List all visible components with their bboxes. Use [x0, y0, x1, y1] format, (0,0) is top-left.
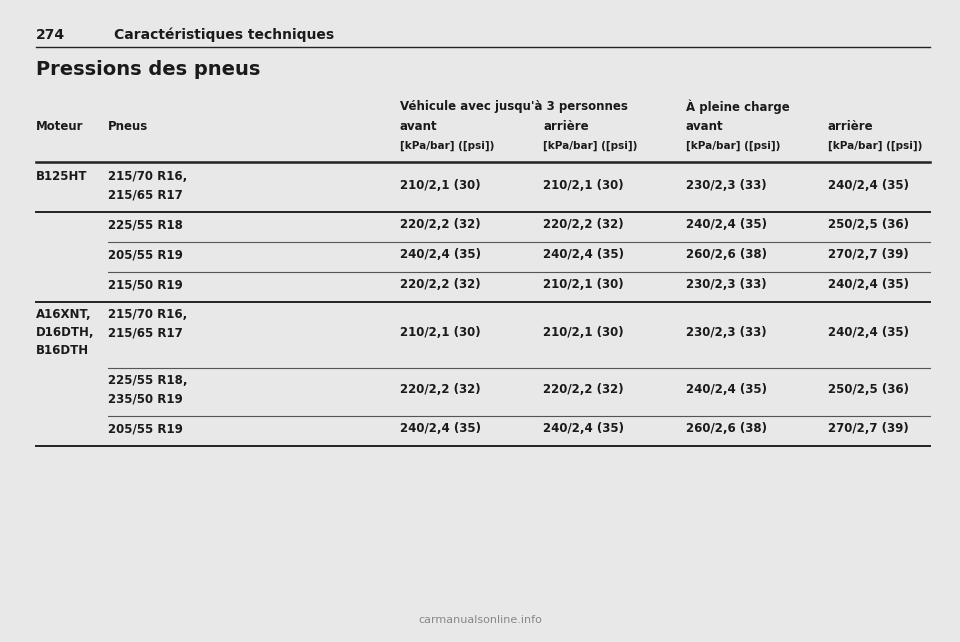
Text: 215/65 R17: 215/65 R17 — [108, 326, 182, 339]
Text: 235/50 R19: 235/50 R19 — [108, 392, 182, 405]
Text: 210/2,1 (30): 210/2,1 (30) — [543, 278, 624, 291]
Text: 205/55 R19: 205/55 R19 — [108, 248, 182, 261]
Text: 250/2,5 (36): 250/2,5 (36) — [828, 383, 909, 396]
Text: Moteur: Moteur — [36, 120, 84, 133]
Text: D16DTH,: D16DTH, — [36, 326, 94, 339]
Text: 240/2,4 (35): 240/2,4 (35) — [686, 218, 767, 231]
Text: Pressions des pneus: Pressions des pneus — [36, 60, 260, 79]
Text: 225/55 R18: 225/55 R18 — [108, 218, 182, 231]
Text: 240/2,4 (35): 240/2,4 (35) — [828, 326, 909, 339]
Text: avant: avant — [686, 120, 724, 133]
Text: 225/55 R18,: 225/55 R18, — [108, 374, 187, 387]
Text: 220/2,2 (32): 220/2,2 (32) — [543, 383, 624, 396]
Text: 240/2,4 (35): 240/2,4 (35) — [400, 248, 481, 261]
Text: 260/2,6 (38): 260/2,6 (38) — [686, 422, 767, 435]
Text: 215/65 R17: 215/65 R17 — [108, 188, 182, 201]
Text: 210/2,1 (30): 210/2,1 (30) — [400, 326, 481, 339]
Text: 270/2,7 (39): 270/2,7 (39) — [828, 422, 909, 435]
Text: arrière: arrière — [828, 120, 874, 133]
Text: avant: avant — [400, 120, 438, 133]
Text: 230/2,3 (33): 230/2,3 (33) — [686, 326, 767, 339]
Text: Véhicule avec jusqu'à 3 personnes: Véhicule avec jusqu'à 3 personnes — [400, 100, 628, 113]
Text: 240/2,4 (35): 240/2,4 (35) — [828, 179, 909, 192]
Text: 230/2,3 (33): 230/2,3 (33) — [686, 179, 767, 192]
Text: 230/2,3 (33): 230/2,3 (33) — [686, 278, 767, 291]
Text: 240/2,4 (35): 240/2,4 (35) — [543, 422, 624, 435]
Text: A16XNT,: A16XNT, — [36, 308, 91, 321]
Text: 270/2,7 (39): 270/2,7 (39) — [828, 248, 909, 261]
Text: arrière: arrière — [543, 120, 588, 133]
Text: 240/2,4 (35): 240/2,4 (35) — [828, 278, 909, 291]
Text: 274: 274 — [36, 28, 65, 42]
Text: À pleine charge: À pleine charge — [686, 100, 790, 114]
Text: Pneus: Pneus — [108, 120, 148, 133]
Text: [kPa/bar] ([psi]): [kPa/bar] ([psi]) — [686, 141, 780, 152]
Text: [kPa/bar] ([psi]): [kPa/bar] ([psi]) — [543, 141, 637, 152]
Text: 220/2,2 (32): 220/2,2 (32) — [400, 383, 481, 396]
Text: [kPa/bar] ([psi]): [kPa/bar] ([psi]) — [400, 141, 494, 152]
Text: [kPa/bar] ([psi]): [kPa/bar] ([psi]) — [828, 141, 923, 152]
Text: 240/2,4 (35): 240/2,4 (35) — [400, 422, 481, 435]
Text: B125HT: B125HT — [36, 170, 87, 183]
Text: 220/2,2 (32): 220/2,2 (32) — [400, 218, 481, 231]
Text: 215/50 R19: 215/50 R19 — [108, 278, 182, 291]
Text: B16DTH: B16DTH — [36, 344, 89, 357]
Text: 240/2,4 (35): 240/2,4 (35) — [543, 248, 624, 261]
Text: 215/70 R16,: 215/70 R16, — [108, 308, 187, 321]
Text: 260/2,6 (38): 260/2,6 (38) — [686, 248, 767, 261]
Text: carmanualsonline.info: carmanualsonline.info — [418, 615, 542, 625]
Text: 220/2,2 (32): 220/2,2 (32) — [400, 278, 481, 291]
Text: 250/2,5 (36): 250/2,5 (36) — [828, 218, 909, 231]
Text: 210/2,1 (30): 210/2,1 (30) — [400, 179, 481, 192]
Text: Caractéristiques techniques: Caractéristiques techniques — [114, 28, 334, 42]
Text: 215/70 R16,: 215/70 R16, — [108, 170, 187, 183]
Text: 210/2,1 (30): 210/2,1 (30) — [543, 326, 624, 339]
Text: 210/2,1 (30): 210/2,1 (30) — [543, 179, 624, 192]
Text: 240/2,4 (35): 240/2,4 (35) — [686, 383, 767, 396]
Text: 220/2,2 (32): 220/2,2 (32) — [543, 218, 624, 231]
Text: 205/55 R19: 205/55 R19 — [108, 422, 182, 435]
